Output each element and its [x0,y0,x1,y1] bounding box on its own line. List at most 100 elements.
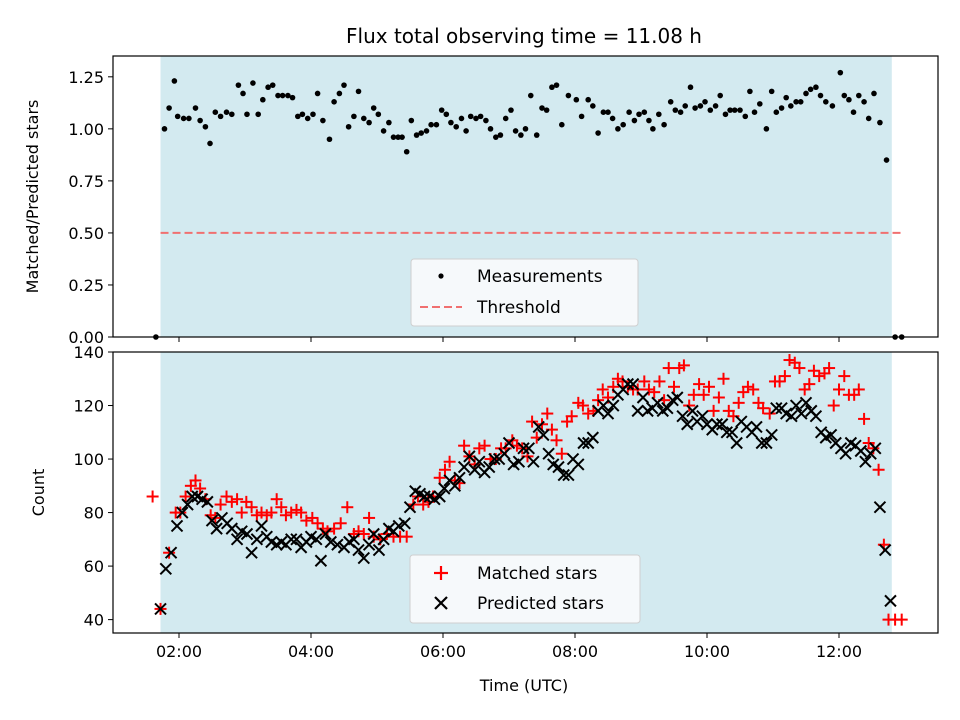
matched-star-marker [555,447,568,460]
matched-star-marker [417,498,430,511]
matched-star-marker [803,378,816,391]
bottom-x-tick-label: 06:00 [420,642,466,661]
matched-star-marker [443,455,456,468]
measurement-point [626,109,632,115]
measurement-point [605,109,611,115]
predicted-star-marker [498,447,511,460]
top-y-tick-label: 1.00 [68,120,104,139]
predicted-star-marker [586,431,600,444]
measurement-point [778,105,785,111]
predicted-star-marker [457,460,471,474]
matched-star-marker [214,498,227,511]
measurement-point [390,134,397,140]
top-y-tick-label: 1.25 [68,68,104,87]
matched-star-marker [163,546,176,559]
measurement-point [370,105,377,111]
measurements-legend-label: Measurements [477,267,603,287]
measurement-point [807,86,814,93]
measurement-point [573,96,580,103]
predicted-star-marker [527,455,540,468]
measurement-point [212,109,219,115]
measurement-point [578,113,585,120]
matched-star-marker [526,415,539,428]
predicted-star-marker [502,436,516,450]
predicted-star-marker [676,410,689,423]
matched-star-marker [275,501,288,514]
predicted-star-marker [362,538,376,551]
measurement-point [727,107,733,113]
measurement-point [240,90,246,97]
measurement-point [448,119,454,126]
measurement-point [331,98,337,105]
predicted-star-marker [473,455,486,468]
matched-star-marker [541,407,554,420]
measurement-point [269,82,276,88]
measurement-point [299,111,306,118]
bottom-x-axis-label: Time (UTC) [479,676,568,695]
predicted-star-marker [572,458,585,471]
top-y-tick-label: 0.00 [68,328,104,347]
predicted-star-marker [839,447,852,460]
matched-legend-label: Matched stars [477,564,597,584]
predicted-star-marker [176,506,189,519]
predicted-star-marker [352,543,365,557]
predicted-star-marker [686,404,699,418]
measurement-point [428,121,434,128]
measurement-point [197,117,203,124]
predicted-star-marker [482,460,496,474]
matched-star-marker [638,375,651,388]
measurement-point [289,94,296,101]
predicted-star-marker [512,455,526,468]
top-y-tick-label: 0.50 [68,224,104,243]
measurement-point [217,113,224,120]
measurement-point [549,84,555,91]
matched-star-marker [279,509,292,522]
matched-star-marker [697,388,710,401]
predicted-star-marker [201,495,214,509]
measurement-point [565,92,572,99]
measurement-point [438,107,445,113]
measurement-point [527,92,534,99]
measurement-point [473,115,479,122]
measurement-point [463,128,469,134]
measurement-point [687,84,694,91]
matched-star-marker [341,501,354,514]
bottom-y-tick-label: 40 [84,611,104,630]
measurement-point [235,82,242,88]
predicted-star-marker [626,377,640,391]
measurement-point [279,92,286,99]
predicted-star-marker [319,527,332,541]
measurement-point [174,113,181,120]
measurement-point [186,115,192,122]
matched-star-marker [838,370,851,383]
predicted-star-marker [453,471,466,484]
predicted-star-marker [488,452,501,466]
predicted-star-marker [164,546,178,559]
matched-star-marker [565,410,578,423]
matched-star-marker [311,517,324,530]
measurement-point [304,115,311,122]
measurement-point [341,82,347,88]
matched-star-marker [827,399,840,412]
predicted-star-marker [403,501,417,514]
top-x-ticks [178,337,840,342]
measurement-point [641,109,648,115]
matched-star-marker [642,383,655,396]
matched-star-marker [174,506,187,519]
measurement-point [502,115,509,122]
predicted-star-marker [785,410,798,423]
predicted-legend-label: Predicted stars [477,594,604,614]
matched-star-marker [473,442,486,455]
measurement-point [768,88,775,95]
measurement-point [650,126,656,132]
top-plot-frame [112,55,939,338]
measurement-point [850,109,857,115]
measurement-point [255,111,261,118]
measurement-point [865,115,872,122]
measurement-point [285,92,291,99]
bottom-x-tick-label: 12:00 [816,642,862,661]
measurement-point [590,103,596,109]
measurement-point [467,113,474,120]
measurement-point [692,105,698,111]
bottom-y-tick-label: 60 [84,557,104,576]
